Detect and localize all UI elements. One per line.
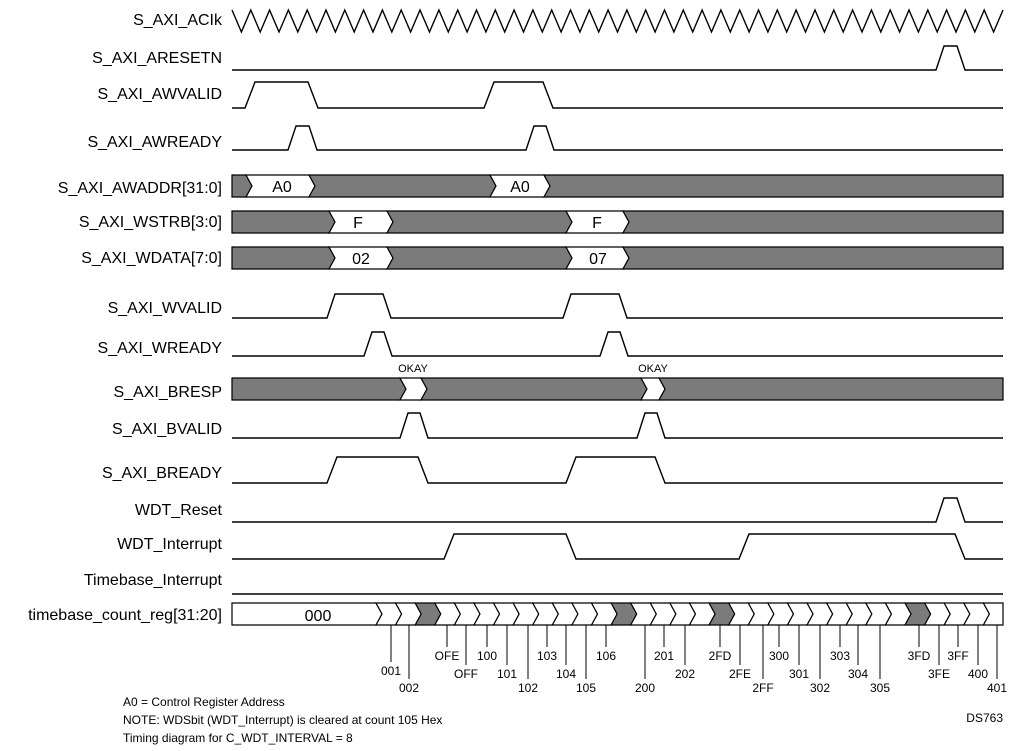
- awaddr-value-2: A0: [510, 179, 530, 196]
- count-label: 2FE: [729, 667, 751, 681]
- note-line-1: A0 = Control Register Address: [123, 695, 285, 709]
- wdata-value-2: 07: [589, 251, 607, 268]
- count-label: 104: [556, 667, 576, 681]
- wstrb-value-1: F: [353, 215, 363, 232]
- signal-label-aresetn: S_AXI_ARESETN: [92, 50, 222, 67]
- count-label: 200: [635, 681, 655, 695]
- wvalid-waveform: [232, 293, 1003, 319]
- bresp-value-1: OKAY: [398, 363, 428, 375]
- count-segment: [982, 602, 1004, 626]
- signal-label-awvalid: S_AXI_AWVALID: [98, 86, 223, 103]
- count-label: 304: [848, 667, 868, 681]
- count-label: 3FE: [928, 667, 950, 681]
- count-label: OFE: [435, 649, 460, 663]
- signal-label-awaddr: S_AXI_AWADDR[31:0]: [58, 180, 222, 197]
- note-line-3: Timing diagram for C_WDT_INTERVAL = 8: [123, 731, 353, 745]
- clock-waveform: [231, 8, 1004, 34]
- wready-waveform: [232, 331, 1003, 357]
- signal-label-wready: S_AXI_WREADY: [98, 340, 223, 357]
- signal-label-wvalid: S_AXI_WVALID: [108, 300, 222, 317]
- bresp-value-2: OKAY: [638, 363, 668, 375]
- signal-label-bready: S_AXI_BREADY: [102, 465, 222, 482]
- awvalid-waveform: [232, 81, 1003, 109]
- signal-label-timebase-count: timebase_count_reg[31:20]: [28, 607, 222, 624]
- signal-label-wdata: S_AXI_WDATA[7:0]: [81, 250, 222, 267]
- wstrb-value-2: F: [592, 215, 602, 232]
- count-label: 3FF: [947, 649, 968, 663]
- awready-waveform: [232, 125, 1003, 151]
- signal-label-timebase-interrupt: Timebase_Interrupt: [84, 572, 223, 589]
- wdt-reset-waveform: [232, 497, 1003, 523]
- signal-label-bresp: S_AXI_BRESP: [114, 384, 223, 401]
- count-label: 400: [968, 667, 988, 681]
- signal-label-bvalid: S_AXI_BVALID: [112, 421, 222, 438]
- count-label: OFF: [454, 667, 478, 681]
- count-label: 101: [497, 667, 517, 681]
- count-label: 305: [870, 681, 890, 695]
- count-label: 302: [810, 681, 830, 695]
- count-label: 303: [830, 649, 850, 663]
- bresp-bus: OKAY OKAY: [231, 363, 1004, 401]
- wstrb-bus: F F: [231, 210, 1004, 234]
- doc-id: DS763: [966, 711, 1003, 725]
- bready-waveform: [232, 456, 1003, 484]
- count-label: 002: [399, 681, 419, 695]
- count-label: 3FD: [908, 649, 931, 663]
- count-label: 103: [537, 649, 557, 663]
- count-label: 102: [518, 681, 538, 695]
- count-label: 105: [576, 681, 596, 695]
- wdata-bus: 02 07: [231, 246, 1004, 270]
- count-labels: 001002OFEOFF1001011021031041051062002012…: [381, 625, 1007, 695]
- aresetn-waveform: [232, 45, 1003, 71]
- count-label: 100: [477, 649, 497, 663]
- count-label: 2FF: [752, 681, 773, 695]
- bvalid-waveform: [232, 412, 1003, 439]
- count-label: 2FD: [709, 649, 732, 663]
- wdata-value-1: 02: [352, 251, 370, 268]
- signal-label-aclk: S_AXI_ACIk: [133, 12, 223, 29]
- awaddr-bus: A0 A0: [231, 174, 1004, 198]
- awaddr-value-1: A0: [272, 179, 292, 196]
- count-label: 301: [789, 667, 809, 681]
- count-initial-value: 000: [305, 608, 332, 625]
- count-label: 300: [769, 649, 789, 663]
- timebase-count-bus: 000: [231, 602, 1004, 626]
- count-label: 201: [654, 649, 674, 663]
- signal-label-awready: S_AXI_AWREADY: [87, 134, 222, 151]
- count-label: 401: [987, 681, 1007, 695]
- note-line-2: NOTE: WDSbit (WDT_Interrupt) is cleared …: [123, 713, 442, 727]
- signal-label-wdt-interrupt: WDT_Interrupt: [117, 536, 222, 553]
- count-label: 106: [596, 649, 616, 663]
- count-label: 001: [381, 664, 401, 678]
- wdt-interrupt-waveform: [232, 533, 1003, 560]
- signal-label-wdt-reset: WDT_Reset: [135, 502, 223, 519]
- signal-label-wstrb: S_AXI_WSTRB[3:0]: [79, 214, 222, 231]
- count-label: 202: [675, 667, 695, 681]
